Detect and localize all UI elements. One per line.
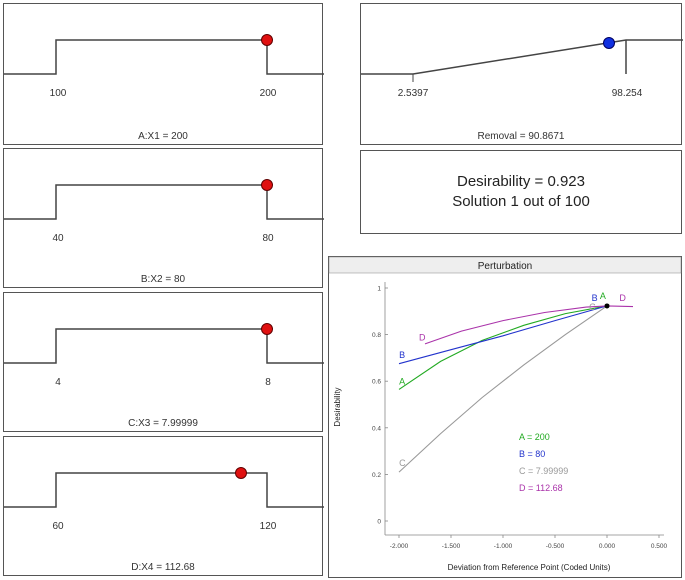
factor-low-label: 4 xyxy=(55,377,61,388)
response-ramp-line xyxy=(361,39,683,75)
factor-low-label: 100 xyxy=(49,88,67,99)
y-tick-label: 0.4 xyxy=(372,425,381,432)
x-tick-group: -2.000 -1.500 -1.000 -0.500 0.000 0.500 xyxy=(390,535,668,550)
response-caption: Removal = 90.8671 xyxy=(477,131,565,142)
factor-ramp-x3 xyxy=(4,323,324,364)
x-tick-label: -0.500 xyxy=(546,543,565,550)
legend-entry-d: D = 112.68 xyxy=(519,483,563,493)
factor-high-label: 120 xyxy=(259,521,277,532)
response-ramp xyxy=(361,37,683,82)
chart-title-bar xyxy=(328,256,682,274)
factor-value-marker[interactable] xyxy=(235,467,247,479)
factor-low-label: 40 xyxy=(52,233,64,244)
y-tick-label: 1 xyxy=(377,286,381,293)
desirability-value: Desirability = 0.923 xyxy=(457,173,585,190)
factor-caption: A:X1 = 200 xyxy=(138,131,188,142)
response-panel-removal: 2.5397 98.254 Removal = 90.8671 xyxy=(360,3,683,145)
series-end-label: D xyxy=(619,293,626,303)
factor-value-marker[interactable] xyxy=(261,323,273,335)
x-tick-label: 0.500 xyxy=(651,543,668,550)
factor-ramp-x2 xyxy=(4,179,324,220)
response-low-label: 2.5397 xyxy=(397,88,429,99)
series-end-label: C xyxy=(399,458,406,468)
reference-point-marker xyxy=(604,303,610,309)
factor-low-label: 60 xyxy=(52,521,64,532)
series-line-b xyxy=(398,305,608,365)
factor-value-marker[interactable] xyxy=(261,34,273,46)
factor-panel-x3: 4 8 C:X3 = 7.99999 xyxy=(3,292,324,432)
legend-entry-b: B = 80 xyxy=(519,449,545,459)
perturbation-chart: Perturbation 0 0.2 0.4 0.6 0.8 1 -2.000 -1.500… xyxy=(328,256,682,572)
series-end-label: B xyxy=(592,293,598,303)
response-value-marker[interactable] xyxy=(603,37,615,49)
x-tick-label: -1.000 xyxy=(494,543,513,550)
factor-panel-x1: 100 200 A:X1 = 200 xyxy=(3,3,324,145)
factor-ramp-x1 xyxy=(4,34,324,75)
series-end-label: A xyxy=(399,377,405,387)
factor-ramp-line xyxy=(4,328,324,364)
factor-caption: C:X3 = 7.99999 xyxy=(128,418,198,429)
legend-entry-c: C = 7.99999 xyxy=(519,466,568,476)
series-group xyxy=(398,305,634,473)
factor-value-marker[interactable] xyxy=(261,179,273,191)
factor-panel-x2: 40 80 B:X2 = 80 xyxy=(3,148,324,288)
series-line-a xyxy=(398,305,608,390)
factor-caption: B:X2 = 80 xyxy=(140,274,186,285)
x-tick-label: -2.000 xyxy=(390,543,409,550)
chart-title: Perturbation xyxy=(478,261,532,272)
series-end-label: D xyxy=(419,332,426,342)
y-tick-label: 0.6 xyxy=(372,379,381,386)
series-end-label: C xyxy=(589,302,596,312)
x-axis-title: Deviation from Reference Point (Coded Un… xyxy=(448,563,611,572)
series-end-label: A xyxy=(600,291,606,301)
factor-ramp-line xyxy=(4,184,324,220)
factor-ramp-x4 xyxy=(4,467,324,508)
factor-ramp-line xyxy=(4,472,324,508)
series-end-label: B xyxy=(399,350,405,360)
solution-count: Solution 1 out of 100 xyxy=(452,193,590,210)
y-tick-group: 0 0.2 0.4 0.6 0.8 1 xyxy=(372,286,388,526)
y-tick-label: 0.8 xyxy=(372,332,381,339)
factor-high-label: 200 xyxy=(259,88,277,99)
factor-caption: D:X4 = 112.68 xyxy=(131,562,195,573)
legend-entry-a: A = 200 xyxy=(519,432,550,442)
factor-high-label: 80 xyxy=(262,233,274,244)
factor-ramp-line xyxy=(4,39,324,75)
series-line-c xyxy=(398,305,608,473)
y-tick-label: 0.2 xyxy=(372,472,381,479)
perturbation-panel: Perturbation 0 0.2 0.4 0.6 0.8 1 -2.000 -1.500… xyxy=(328,256,682,578)
x-tick-label: -1.500 xyxy=(442,543,461,550)
x-tick-label: 0.000 xyxy=(599,543,616,550)
legend: A = 200 B = 80 C = 7.99999 D = 112.68 xyxy=(519,432,568,493)
response-high-label: 98.254 xyxy=(611,88,643,99)
factor-panel-x4: 60 120 D:X4 = 112.68 xyxy=(3,436,324,576)
y-tick-label: 0 xyxy=(377,519,381,526)
desirability-panel: Desirability = 0.923 Solution 1 out of 1… xyxy=(360,150,682,234)
factor-high-label: 8 xyxy=(265,377,271,388)
series-line-d xyxy=(424,305,634,345)
y-axis-title: Desirability xyxy=(333,387,342,426)
